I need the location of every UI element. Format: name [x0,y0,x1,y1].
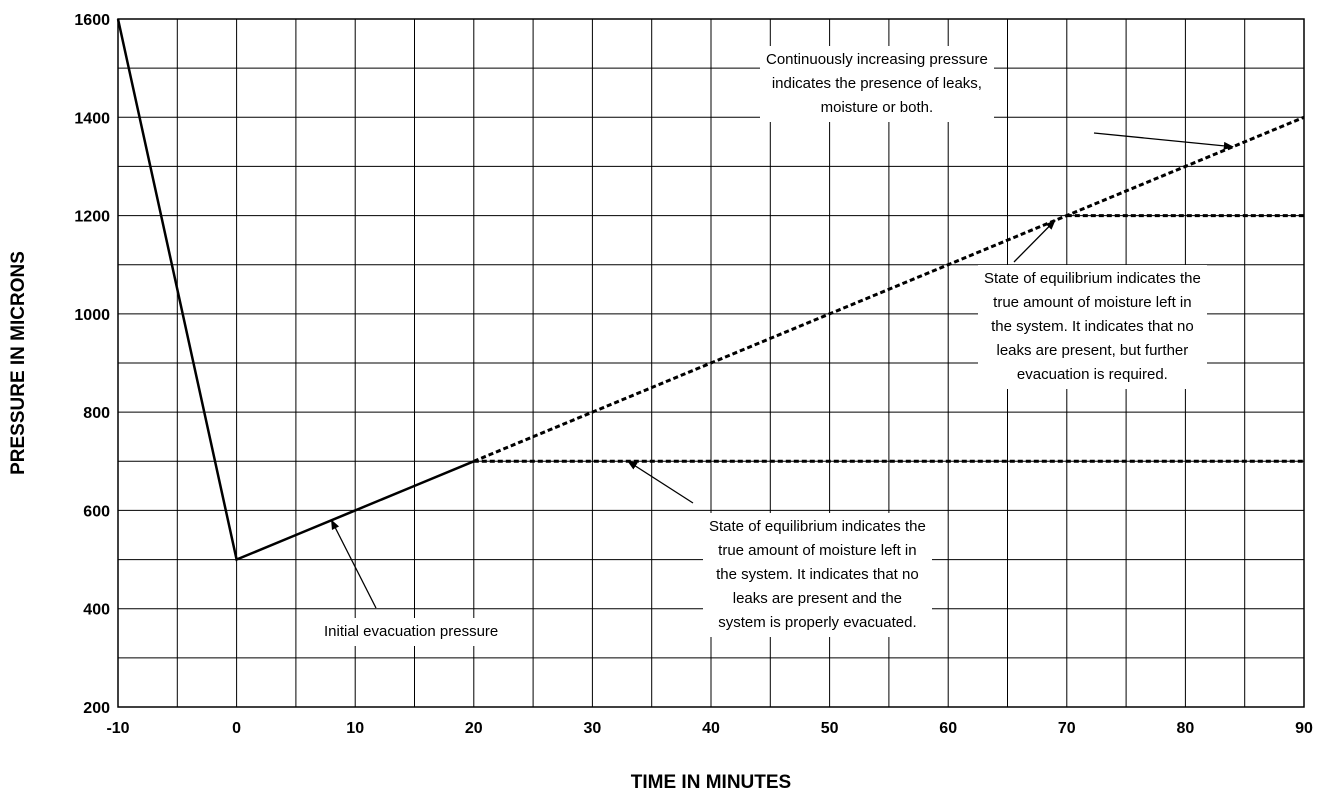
annotation-arrows [330,132,1234,609]
y-tick-label: 1000 [74,307,110,324]
x-tick-label: 60 [939,720,957,737]
x-tick-label: 0 [232,720,241,737]
x-tick-label: 90 [1295,720,1313,737]
annotation-line: leaks are present and the [732,590,903,607]
series-line-1 [116,18,475,562]
annotation-arrow [1093,132,1234,150]
grid [118,19,1304,707]
annotation-line: the system. It indicates that no [991,318,1194,335]
annotation-line: Initial evacuation pressure [324,623,499,640]
annotation-line: State of equilibrium indicates the [709,518,926,535]
annotation-line: evacuation is required. [1016,366,1168,383]
x-tick-label: 80 [1177,720,1195,737]
annotation-line: leaks are present, but further [996,342,1189,359]
x-tick-label: 40 [702,720,720,737]
x-tick-label: 30 [584,720,602,737]
x-axis-title: TIME IN MINUTES [631,772,791,793]
y-axis-title: PRESSURE IN MICRONS [8,251,29,475]
annotation-line: State of equilibrium indicates the [984,270,1201,287]
annotation-leaks-moisture: Continuously increasing pressure indicat… [760,46,994,122]
annotation-arrow [330,519,377,609]
annotation-initial-evacuation: Initial evacuation pressure [318,618,505,646]
y-tick-label: 1400 [74,110,110,127]
annotation-line: system is properly evacuated. [718,614,917,631]
y-tick-label: 1600 [74,12,110,29]
y-tick-label: 1200 [74,209,110,226]
x-tick-label: -10 [106,720,129,737]
plot-frame [117,18,1305,708]
annotation-further-evacuation: State of equilibrium indicates the true … [978,265,1207,389]
series-line-2 [473,115,1305,463]
annotation-line: moisture or both. [820,99,934,116]
annotation-arrow [627,460,694,504]
annotation-line: indicates the presence of leaks, [771,75,982,92]
x-tick-label: 70 [1058,720,1076,737]
y-tick-label: 600 [83,503,110,520]
y-tick-label: 400 [83,602,110,619]
annotation-line: the system. It indicates that no [716,566,919,583]
y-tick-label: 800 [83,405,110,422]
annotation-line: true amount of moisture left in [993,294,1192,311]
y-tick-label: 200 [83,700,110,717]
annotation-line: true amount of moisture left in [718,542,917,559]
x-tick-label: 10 [346,720,364,737]
annotation-properly-evacuated: State of equilibrium indicates the true … [703,513,932,637]
x-tick-label: 20 [465,720,483,737]
annotation-line: Continuously increasing pressure [766,51,988,68]
tick-labels: -10 0 10 20 30 40 50 60 70 80 90 200 400 600 800 1000 12… [74,12,1313,737]
annotation-arrow [1013,219,1056,263]
x-tick-label: 50 [821,720,839,737]
